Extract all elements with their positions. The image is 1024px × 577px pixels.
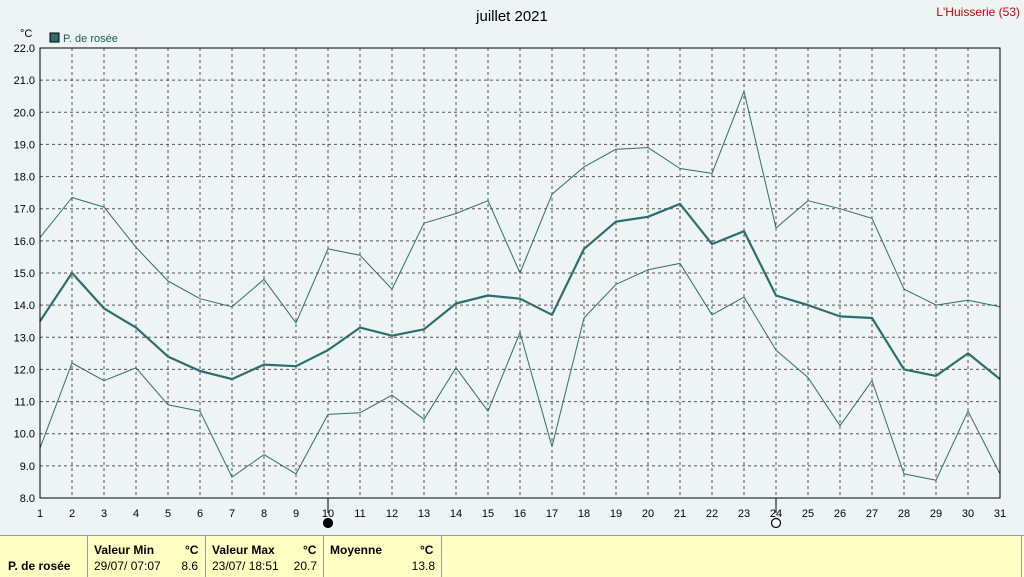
x-tick-label: 18 [578,508,590,520]
dewpoint-chart: juillet 2021 L'Huisserie (53) °C P. de r… [14,5,1020,529]
stats-row-label: P. de rosée [8,559,71,573]
max-header: Valeur Max [212,543,275,557]
y-tick-label: 10.0 [14,429,35,441]
y-axis-ticks: 8.0 9.0 10.0 11.0 12.0 13.0 14.0 15.0 16.0 17.0 18… [14,43,35,505]
x-tick-label: 24 [770,508,782,520]
stats-divider [323,536,324,577]
station-name: L'Huisserie (53) [936,5,1020,19]
avg-unit: °C [420,543,434,557]
statistics-bar: P. de rosée Valeur Min °C 29/07/ 07:07 8… [0,535,1024,577]
x-tick-label: 4 [133,508,139,520]
x-axis-ticks: 1 2 3 4 5 6 7 8 9 10 11 12 13 14 15 16 17 18 19 20 21 22 23 24 2… [37,508,1006,520]
y-tick-label: 20.0 [14,107,35,119]
y-tick-label: 9.0 [20,461,35,473]
y-tick-label: 11.0 [14,397,35,409]
x-tick-label: 16 [514,508,526,520]
y-tick-label: 15.0 [14,268,35,280]
chart-title: juillet 2021 [475,8,548,25]
y-tick-label: 14.0 [14,300,35,312]
max-unit: °C [303,543,317,557]
x-tick-label: 29 [930,508,942,520]
x-tick-label: 1 [37,508,43,520]
avg-header: Moyenne [330,543,383,557]
series-lines [39,90,1001,481]
y-tick-label: 16.0 [14,236,35,248]
series-line-mean [39,202,1001,381]
stats-divider [205,536,206,577]
x-tick-label: 26 [834,508,846,520]
series-line-max [39,90,1001,324]
max-value: 20.7 [293,559,317,573]
x-tick-label: 9 [293,508,299,520]
moon-phase-markers [322,498,782,529]
x-tick-label: 19 [610,508,622,520]
stats-divider [1021,536,1022,577]
x-tick-label: 2 [69,508,75,520]
y-axis-unit: °C [20,28,32,40]
stats-divider [441,536,442,577]
x-tick-label: 17 [546,508,558,520]
x-tick-label: 7 [229,508,235,520]
x-tick-label: 5 [165,508,171,520]
y-tick-label: 21.0 [14,75,35,87]
x-tick-label: 31 [994,508,1006,520]
stats-divider [87,536,88,577]
full-moon-icon [770,517,782,529]
y-tick-label: 19.0 [14,139,35,151]
x-tick-label: 12 [386,508,398,520]
grid [40,48,1000,498]
x-tick-label: 8 [261,508,267,520]
y-tick-label: 8.0 [20,493,35,505]
legend: P. de rosée [49,32,118,45]
x-tick-label: 15 [482,508,494,520]
x-tick-label: 13 [418,508,430,520]
x-tick-label: 30 [962,508,974,520]
min-value: 8.6 [181,559,198,573]
x-tick-label: 22 [706,508,718,520]
series-line-min [39,262,1001,481]
y-tick-label: 22.0 [14,43,35,55]
y-tick-label: 12.0 [14,364,35,376]
x-tick-label: 20 [642,508,654,520]
legend-label: P. de rosée [63,33,118,45]
y-tick-label: 17.0 [14,204,35,216]
plot-frame [39,47,1001,499]
x-tick-label: 3 [101,508,107,520]
new-moon-icon [322,517,334,529]
max-time: 23/07/ 18:51 [212,559,279,573]
x-tick-label: 27 [866,508,878,520]
x-tick-label: 6 [197,508,203,520]
x-tick-label: 23 [738,508,750,520]
y-tick-label: 18.0 [14,172,35,184]
min-unit: °C [185,543,199,557]
avg-value: 13.8 [411,559,435,573]
x-tick-label: 11 [354,508,365,520]
y-tick-label: 13.0 [14,332,35,344]
min-header: Valeur Min [94,543,155,557]
x-tick-label: 14 [450,508,462,520]
legend-swatch [49,32,60,43]
min-time: 29/07/ 07:07 [94,559,161,573]
x-tick-label: 21 [674,508,686,520]
x-tick-label: 10 [322,508,334,520]
x-tick-label: 25 [802,508,814,520]
x-tick-label: 28 [898,508,910,520]
